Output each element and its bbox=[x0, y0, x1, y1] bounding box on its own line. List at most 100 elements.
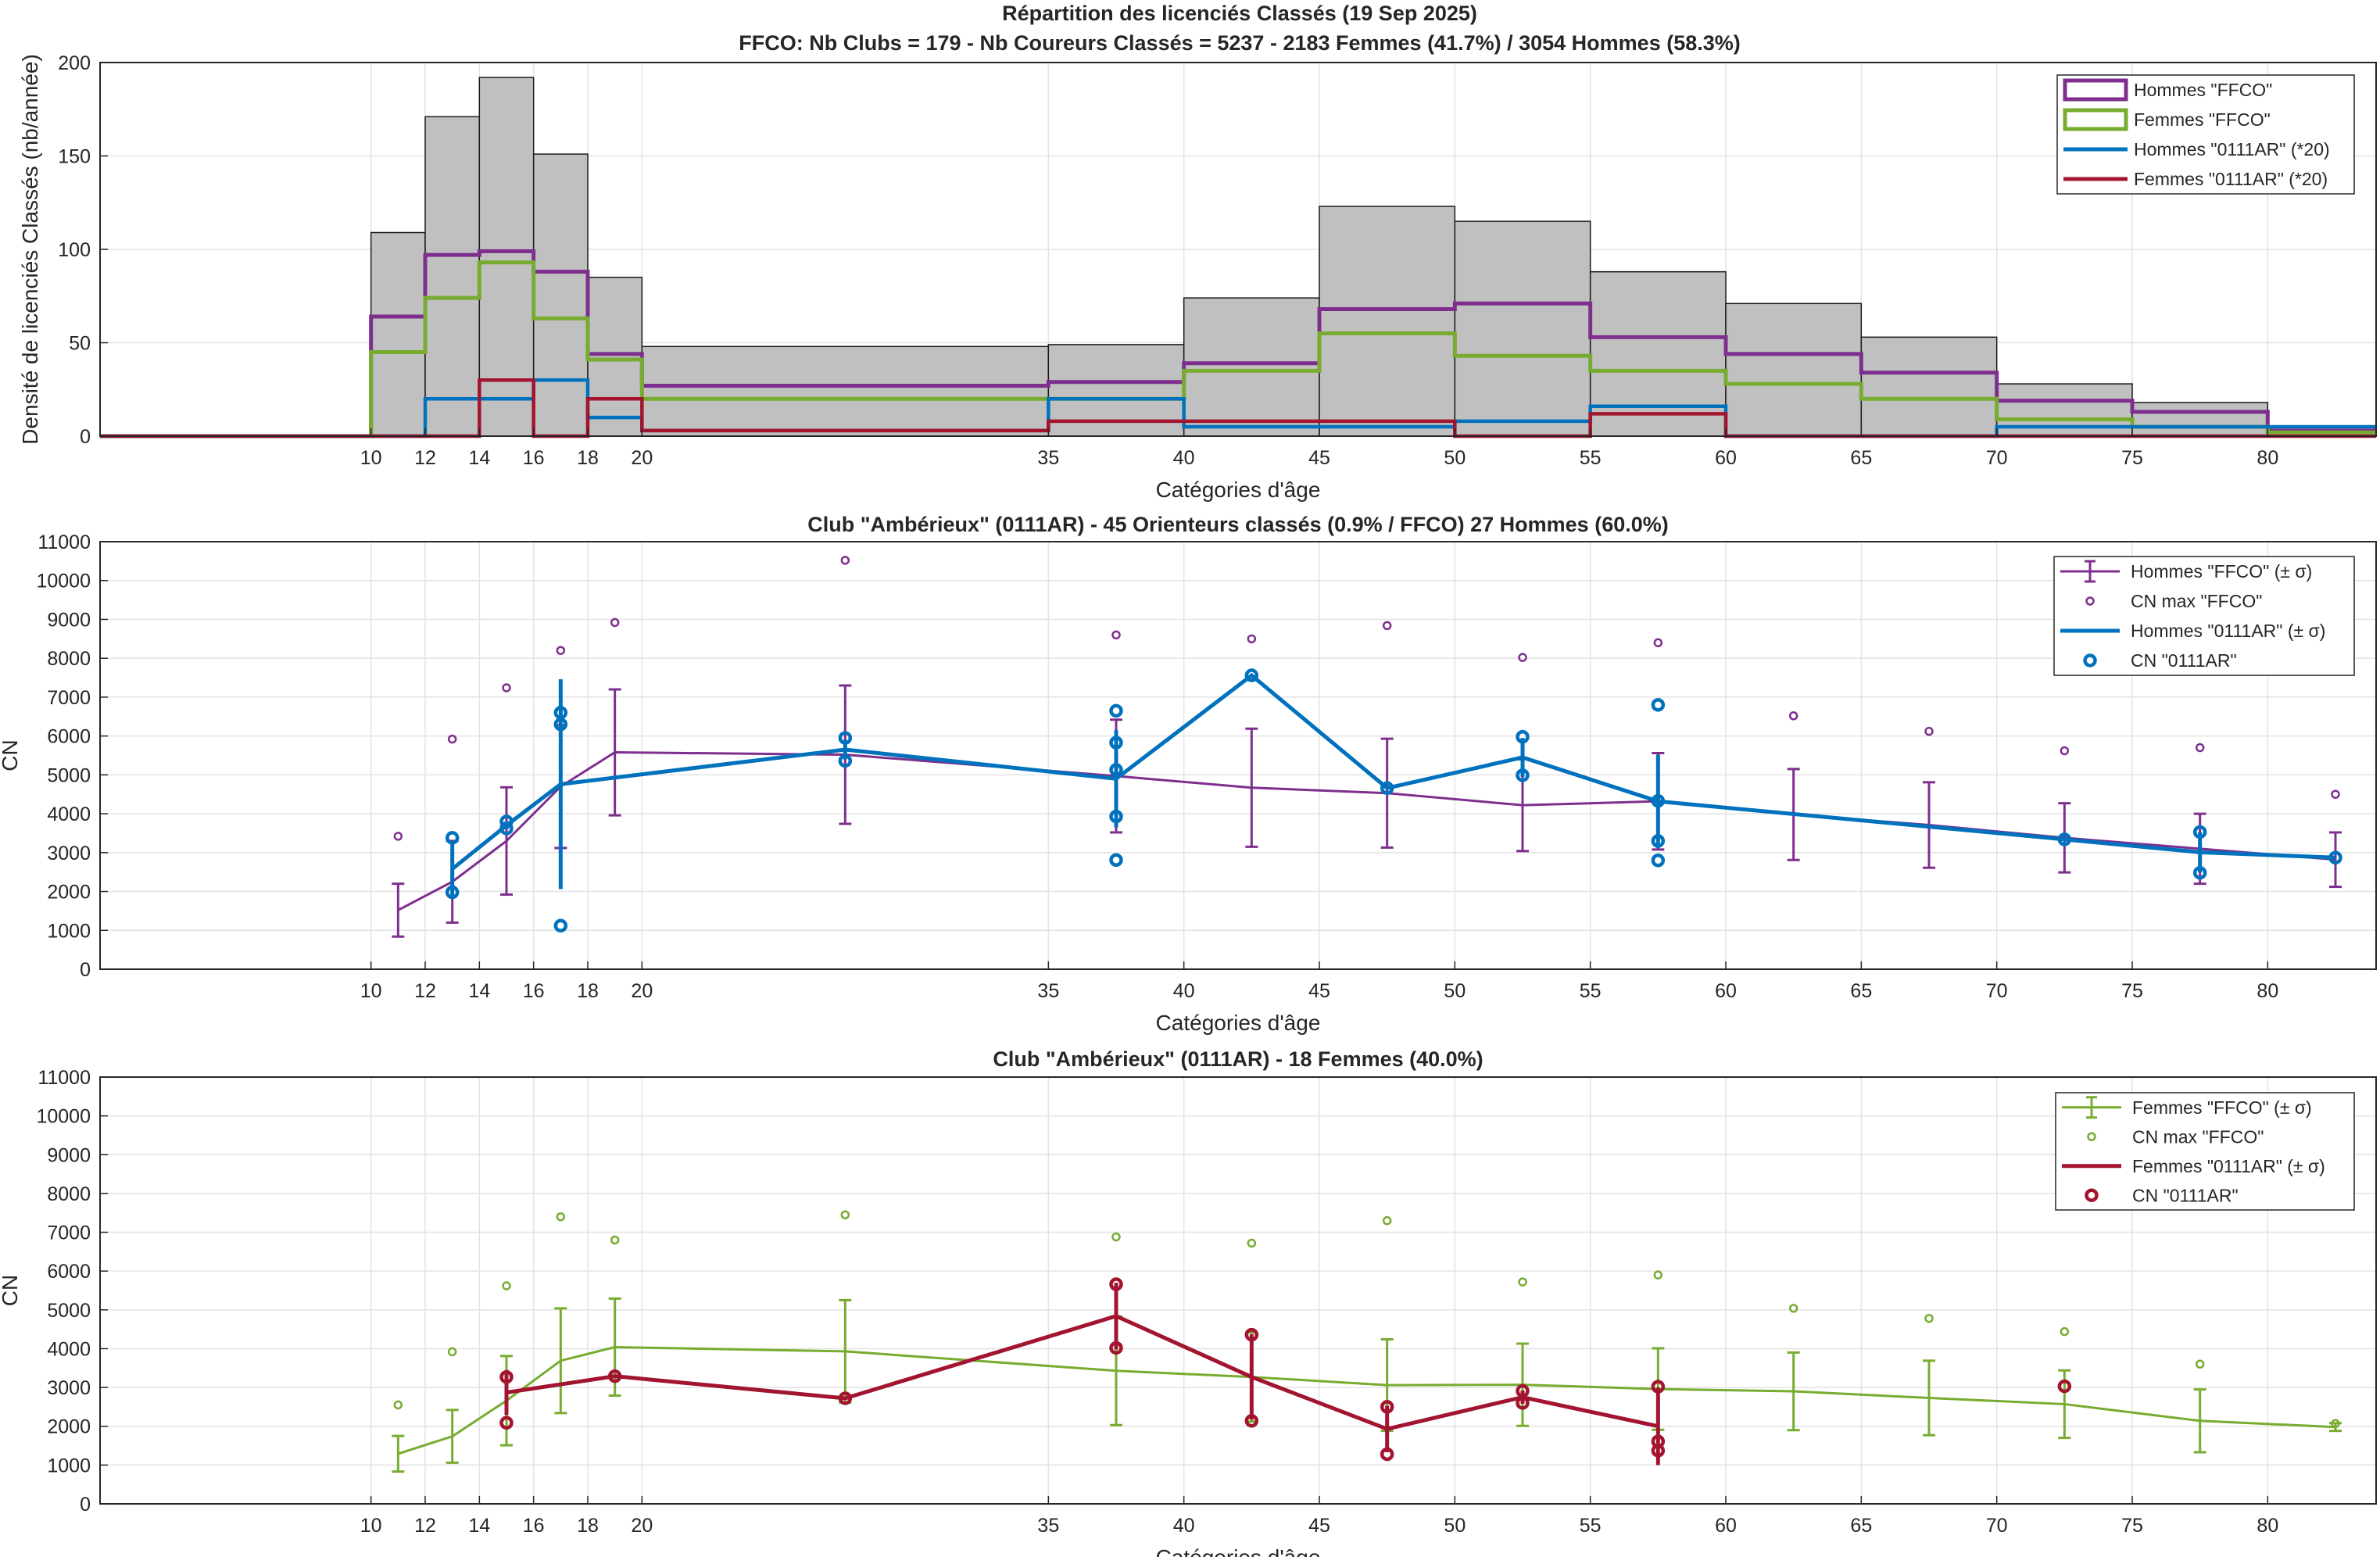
cn-max-point bbox=[1788, 711, 1798, 721]
x-tick-label: 40 bbox=[1173, 1515, 1195, 1537]
cn-club-point bbox=[1109, 763, 1123, 777]
y-tick-label: 50 bbox=[69, 333, 91, 355]
x-tick-label: 55 bbox=[1580, 980, 1602, 1002]
cn-club-point bbox=[1244, 1327, 1259, 1342]
cn-club-point bbox=[1651, 1444, 1666, 1458]
legend-label: Hommes "FFCO" bbox=[2134, 80, 2272, 100]
cn-club-point bbox=[1516, 1396, 1530, 1410]
error-bar bbox=[2329, 831, 2342, 889]
histogram-bar bbox=[1183, 297, 1320, 437]
legend: Femmes "FFCO" (± σ) CN max "FFCO" Femmes "… bbox=[2055, 1092, 2355, 1211]
series-line-3 bbox=[451, 672, 2336, 871]
x-tick-label: 45 bbox=[1308, 1515, 1330, 1537]
x-tick-label: 16 bbox=[523, 1515, 545, 1537]
histogram-bar bbox=[641, 345, 1050, 437]
cn-max-point bbox=[1111, 1232, 1121, 1242]
cn-club-point bbox=[2057, 832, 2072, 847]
x-tick-label: 35 bbox=[1037, 980, 1059, 1002]
x-tick-label: 18 bbox=[577, 980, 599, 1002]
cn-max-point bbox=[2195, 743, 2205, 753]
cn-club-point bbox=[1380, 781, 1394, 796]
y-tick-label: 8000 bbox=[47, 648, 91, 670]
y-tick-label: 10000 bbox=[36, 571, 91, 592]
cn-club-point bbox=[2192, 825, 2207, 839]
y-tick-label: 7000 bbox=[47, 1222, 91, 1244]
y-tick-label: 0 bbox=[80, 959, 91, 981]
x-tick-label: 14 bbox=[468, 980, 490, 1002]
y-tick-label: 9000 bbox=[47, 609, 91, 631]
error-bar bbox=[1787, 1351, 1800, 1432]
legend-label: Hommes "0111AR" (*20) bbox=[2134, 139, 2330, 159]
x-tick-label: 80 bbox=[2257, 1515, 2278, 1537]
cn-club-point bbox=[838, 1391, 853, 1405]
x-tick-label: 70 bbox=[1986, 1515, 2008, 1537]
x-tick-label: 12 bbox=[414, 447, 436, 469]
cn-max-point bbox=[840, 556, 850, 565]
cn-club-point bbox=[1651, 1380, 1666, 1394]
cn-club-point bbox=[1516, 1383, 1530, 1398]
legend-label: Femmes "FFCO" (± σ) bbox=[2132, 1097, 2312, 1118]
cn-club-point bbox=[838, 731, 853, 745]
cn-club-point bbox=[1516, 729, 1530, 744]
x-tick-label: 35 bbox=[1037, 447, 1059, 469]
x-tick-label: 55 bbox=[1580, 447, 1602, 469]
cn-club-point bbox=[1109, 703, 1123, 718]
y-tick-label: 4000 bbox=[47, 1338, 91, 1360]
figure-title: Répartition des licenciés Classés (19 Se… bbox=[1002, 2, 1477, 25]
x-tick-label: 65 bbox=[1850, 980, 1872, 1002]
cn-club-point bbox=[2328, 850, 2342, 865]
plot-1: 10 12 14 16 18 20 35 40 45 50 55 60 65 70 75 80 0 50 100 15… bbox=[18, 52, 2377, 502]
x-tick-label: 40 bbox=[1173, 447, 1195, 469]
cn-max-point bbox=[502, 1281, 511, 1290]
x-tick-label: 10 bbox=[360, 980, 382, 1002]
plot-3: Club "Ambérieux" (0111AR) - 18 Femmes (4… bbox=[0, 1047, 2377, 1557]
y-tick-label: 150 bbox=[58, 146, 91, 168]
histogram-bar bbox=[2131, 402, 2269, 437]
cn-club-point bbox=[1651, 854, 1666, 868]
cn-max-point bbox=[1788, 1304, 1798, 1313]
cn-max-point bbox=[1382, 621, 1392, 631]
legend-swatch bbox=[2087, 1132, 2096, 1141]
cn-max-point bbox=[1924, 726, 1934, 736]
y-tick-label: 9000 bbox=[47, 1144, 91, 1166]
x-tick-label: 35 bbox=[1037, 1515, 1059, 1537]
cn-max-point bbox=[556, 646, 566, 655]
x-tick-label: 14 bbox=[468, 447, 490, 469]
y-tick-label: 11000 bbox=[38, 532, 91, 553]
y-axis-label: CN bbox=[0, 1275, 22, 1306]
cn-max-point bbox=[447, 734, 457, 744]
plot-title: Club "Ambérieux" (0111AR) - 45 Orienteur… bbox=[807, 513, 1669, 536]
histogram-bar bbox=[1725, 302, 1863, 437]
y-tick-label: 2000 bbox=[47, 1416, 91, 1438]
y-tick-label: 1000 bbox=[47, 1455, 91, 1476]
cn-max-point bbox=[2331, 789, 2340, 799]
x-tick-label: 60 bbox=[1715, 980, 1737, 1002]
series-stairs-2 bbox=[100, 260, 2376, 438]
y-tick-label: 3000 bbox=[47, 843, 91, 864]
cn-max-point bbox=[610, 1235, 620, 1245]
y-tick-label: 7000 bbox=[47, 687, 91, 709]
cn-max-point bbox=[2195, 1359, 2205, 1369]
x-tick-label: 10 bbox=[360, 1515, 382, 1537]
x-tick-label: 80 bbox=[2257, 447, 2278, 469]
x-tick-label: 50 bbox=[1444, 1515, 1466, 1537]
cn-max-point bbox=[1111, 630, 1121, 640]
cn-club-point bbox=[1109, 853, 1123, 868]
cn-club-point bbox=[1651, 698, 1666, 712]
error-bar bbox=[608, 1297, 621, 1398]
cn-max-point bbox=[1924, 1313, 1934, 1323]
error-bar bbox=[2193, 1388, 2206, 1454]
axes-frame bbox=[99, 1076, 2377, 1505]
histogram-bar bbox=[478, 77, 535, 437]
cn-club-point bbox=[1651, 793, 1666, 808]
x-axis-label: Catégories d'âge bbox=[1156, 478, 1321, 502]
plot-title: Club "Ambérieux" (0111AR) - 18 Femmes (4… bbox=[993, 1047, 1483, 1071]
y-tick-label: 0 bbox=[80, 426, 91, 448]
legend-label: CN max "FFCO" bbox=[2132, 1126, 2264, 1147]
x-tick-label: 45 bbox=[1308, 980, 1330, 1002]
y-tick-label: 200 bbox=[58, 52, 91, 74]
cn-club-point bbox=[838, 753, 853, 768]
cn-max-point bbox=[447, 1347, 457, 1357]
cn-club-point bbox=[499, 821, 514, 836]
cn-max-point bbox=[840, 1210, 850, 1219]
